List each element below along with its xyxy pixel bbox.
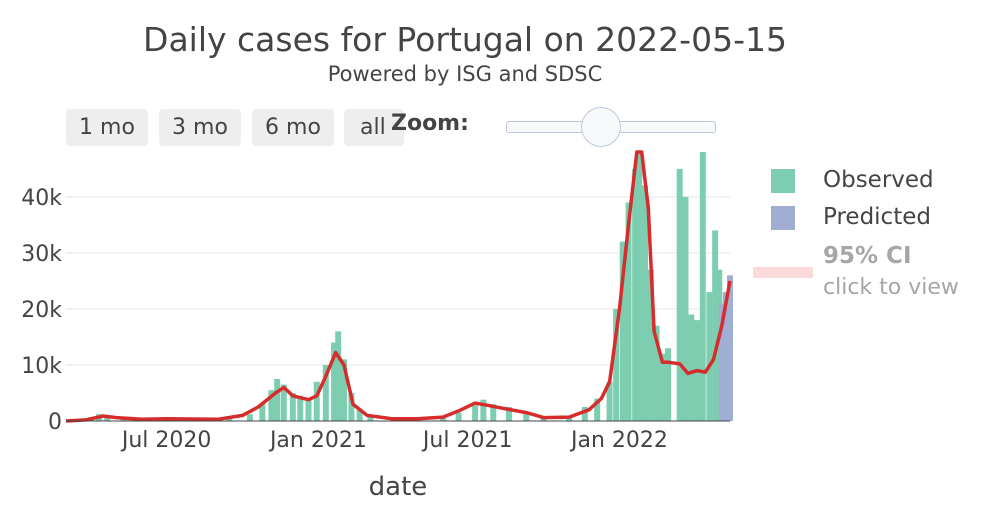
predicted-bar: [722, 292, 729, 421]
observed-bar: [104, 417, 111, 421]
observed-bar: [120, 419, 127, 421]
observed-bar: [348, 392, 355, 421]
chart-title: Daily cases for Portugal on 2022-05-15: [143, 20, 787, 59]
x-tick-label: Jan 2021: [268, 428, 367, 453]
y-axis-ticks: 0 10k 20k 30k 40k: [21, 186, 62, 435]
y-tick-label: 10k: [21, 354, 62, 379]
observed-bar: [625, 202, 632, 421]
range-button-3mo[interactable]: 3 mo: [159, 109, 241, 146]
y-tick-label: 30k: [21, 242, 62, 267]
observed-bar: [297, 395, 304, 421]
observed-bar: [322, 364, 329, 421]
observed-bar: [665, 348, 672, 421]
trend-line: [65, 150, 732, 423]
observed-bar: [682, 196, 689, 421]
observed-bar: [594, 398, 601, 421]
observed-bar: [606, 381, 613, 421]
legend-observed-label[interactable]: Observed: [823, 167, 934, 193]
zoom-slider-handle[interactable]: [580, 107, 621, 147]
observed-bar: [280, 384, 287, 421]
x-axis-ticks: Jul 2020 Jan 2021 Jul 2021 Jan 2022: [120, 428, 668, 453]
observed-bar: [706, 292, 713, 421]
observed-bar: [274, 378, 281, 421]
observed-bar: [659, 353, 666, 421]
observed-bar: [523, 412, 530, 421]
observed-bar: [246, 414, 253, 421]
observed-bar: [619, 241, 626, 421]
predicted-bars: [718, 275, 733, 421]
chart-subtitle: Powered by ISG and SDSC: [327, 62, 603, 86]
observed-bar: [490, 404, 497, 421]
observed-bar: [289, 392, 296, 421]
legend-predicted-label[interactable]: Predicted: [823, 204, 931, 230]
predicted-bar: [718, 303, 725, 421]
observed-bar: [688, 314, 695, 421]
x-tick-label: Jul 2020: [120, 428, 212, 453]
x-tick-label: Jul 2021: [421, 428, 513, 453]
observed-bar: [331, 342, 338, 421]
observed-bar: [335, 331, 342, 421]
observed-bar: [505, 406, 512, 421]
observed-bar: [676, 168, 683, 421]
observed-bar: [647, 269, 654, 421]
observed-bar: [472, 405, 479, 421]
range-button-all[interactable]: all: [344, 109, 404, 146]
observed-bar: [613, 308, 620, 421]
legend-predicted-swatch: [771, 206, 795, 230]
x-tick-label: Jan 2022: [569, 428, 668, 453]
observed-bar: [259, 404, 266, 421]
legend-observed-swatch: [771, 169, 795, 193]
observed-bar: [367, 416, 374, 421]
observed-bar: [439, 417, 446, 421]
observed-bar: [268, 390, 275, 421]
x-axis-title: date: [369, 472, 428, 502]
observed-bar: [226, 418, 233, 421]
observed-bar: [356, 409, 363, 421]
observed-bar: [632, 168, 639, 421]
observed-bar: [455, 412, 462, 421]
observed-bar: [636, 152, 643, 421]
observed-bar: [653, 325, 660, 421]
legend-ci-hint[interactable]: click to view: [823, 275, 959, 300]
observed-bars: [74, 152, 723, 421]
observed-bar: [313, 381, 320, 421]
observed-bar: [642, 185, 649, 421]
observed-bar: [581, 406, 588, 421]
observed-bar: [305, 398, 312, 421]
range-button-6mo[interactable]: 6 mo: [252, 109, 334, 146]
observed-bar: [699, 152, 706, 421]
observed-bar: [712, 230, 719, 421]
y-tick-label: 0: [48, 410, 62, 435]
range-button-1mo[interactable]: 1 mo: [66, 109, 148, 146]
y-tick-label: 20k: [21, 298, 62, 323]
zoom-label: Zoom:: [391, 111, 469, 136]
observed-bar: [480, 399, 487, 421]
y-tick-label: 40k: [21, 186, 62, 211]
legend-ci-label[interactable]: 95% CI: [823, 243, 912, 269]
observed-bar: [340, 359, 347, 421]
predicted-bar: [727, 275, 733, 421]
legend-ci-swatch: [753, 267, 813, 278]
